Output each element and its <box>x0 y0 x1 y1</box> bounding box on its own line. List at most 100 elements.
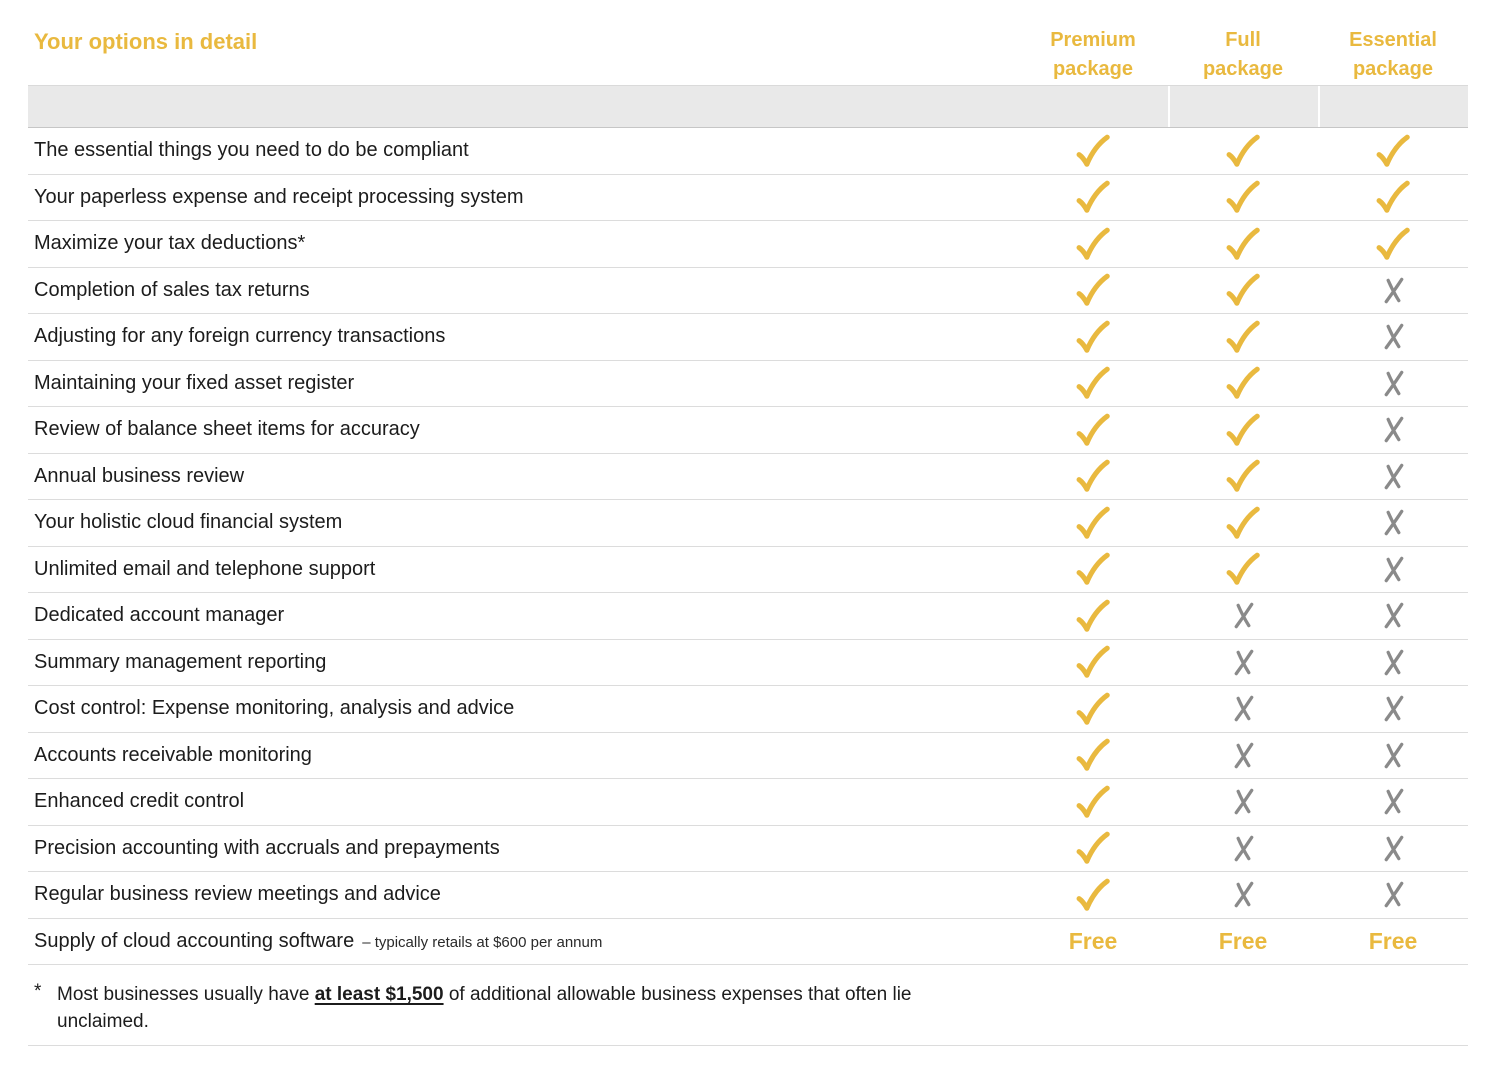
table-row: Adjusting for any foreign currency trans… <box>28 314 1468 361</box>
table-row: The essential things you need to do be c… <box>28 128 1468 175</box>
free-label: Free <box>1218 927 1268 954</box>
feature-label: The essential things you need to do be c… <box>34 139 469 162</box>
table-row: Summary management reporting <box>28 640 1468 686</box>
mark-cell <box>1018 131 1168 171</box>
mark-cell <box>1168 363 1318 403</box>
pricing-table-page: Your options in detail Premium package F… <box>28 0 1468 1046</box>
mark-cell <box>1168 131 1318 171</box>
mark-cell <box>1018 642 1168 682</box>
feature-note: – typically retails at $600 per annum <box>362 933 603 951</box>
mark-cell <box>1018 270 1168 310</box>
table-row: Your holistic cloud financial system <box>28 500 1468 547</box>
feature-label: Supply of cloud accounting software <box>34 929 355 952</box>
feature-label: Your paperless expense and receipt proce… <box>34 185 524 208</box>
table-row: Dedicated account manager <box>28 593 1468 640</box>
column-header-full: Full package <box>1168 26 1318 84</box>
mark-cell <box>1168 832 1318 865</box>
check-icon <box>1076 878 1110 911</box>
header-band-premium-segment <box>1018 86 1168 127</box>
cross-icon <box>1384 509 1403 536</box>
check-icon <box>1076 320 1110 353</box>
cross-icon <box>1384 742 1403 769</box>
mark-cell <box>1018 596 1168 636</box>
check-icon <box>1076 506 1110 539</box>
feature-label: Precision accounting with accruals and p… <box>34 836 500 859</box>
mark-cell <box>1168 878 1318 911</box>
mark-cell <box>1318 320 1468 353</box>
cross-icon <box>1384 416 1403 443</box>
mark-cell <box>1168 785 1318 818</box>
mark-cell <box>1318 878 1468 911</box>
mark-cell <box>1168 456 1318 496</box>
feature-label: Enhanced credit control <box>34 790 245 813</box>
check-icon <box>1376 180 1410 213</box>
check-icon <box>1076 831 1110 864</box>
feature-label: Accounts receivable monitoring <box>34 743 312 766</box>
check-icon <box>1076 785 1110 818</box>
feature-label: Adjusting for any foreign currency trans… <box>34 325 446 348</box>
mark-cell: Free <box>1168 928 1318 955</box>
footnote-text-before: Most businesses usually have <box>57 984 315 1005</box>
check-icon <box>1076 413 1110 446</box>
page-title: Your options in detail <box>34 29 258 54</box>
check-icon <box>1226 366 1260 399</box>
footnote-highlight: at least $1,500 <box>314 984 444 1005</box>
mark-cell <box>1018 782 1168 822</box>
mark-cell <box>1318 553 1468 586</box>
mark-cell <box>1168 270 1318 310</box>
table-row: Annual business review <box>28 454 1468 500</box>
mark-cell <box>1318 832 1468 865</box>
cross-icon <box>1234 649 1253 676</box>
column-header-line2: package <box>1352 58 1434 80</box>
table-row: Maximize your tax deductions* <box>28 221 1468 268</box>
check-icon <box>1076 273 1110 306</box>
check-icon <box>1226 552 1260 585</box>
header-band-full-segment <box>1168 86 1318 127</box>
cross-icon <box>1384 695 1403 722</box>
footnote-marker: * <box>34 981 42 1002</box>
check-icon <box>1076 692 1110 725</box>
mark-cell <box>1318 367 1468 400</box>
mark-cell <box>1168 646 1318 679</box>
check-icon <box>1226 273 1260 306</box>
check-icon <box>1076 459 1110 492</box>
free-label: Free <box>1068 927 1118 954</box>
feature-label: Your holistic cloud financial system <box>34 511 343 534</box>
mark-cell <box>1168 549 1318 589</box>
check-icon <box>1226 227 1260 260</box>
check-icon <box>1376 227 1410 260</box>
cross-icon <box>1384 370 1403 397</box>
check-icon <box>1076 738 1110 771</box>
mark-cell <box>1318 692 1468 725</box>
footnote: * Most businesses usually have at least … <box>28 981 1468 1035</box>
check-icon <box>1076 599 1110 632</box>
cross-icon <box>1384 835 1403 862</box>
feature-label: Annual business review <box>34 464 245 487</box>
feature-label: Review of balance sheet items for accura… <box>34 418 420 441</box>
cross-icon <box>1234 695 1253 722</box>
mark-cell <box>1168 599 1318 632</box>
column-header-line1: Full <box>1225 29 1261 51</box>
mark-cell <box>1018 875 1168 915</box>
mark-cell <box>1168 317 1318 357</box>
mark-cell <box>1018 317 1168 357</box>
cross-icon <box>1234 788 1253 815</box>
mark-cell <box>1318 177 1468 217</box>
mark-cell <box>1318 785 1468 818</box>
check-icon <box>1076 180 1110 213</box>
check-icon <box>1076 645 1110 678</box>
feature-label: Cost control: Expense monitoring, analys… <box>34 697 515 720</box>
column-header-premium: Premium package <box>1018 26 1168 84</box>
header-band <box>28 85 1468 128</box>
check-icon <box>1226 320 1260 353</box>
table-header: Your options in detail Premium package F… <box>28 0 1468 85</box>
cross-icon <box>1384 463 1403 490</box>
feature-label: Unlimited email and telephone support <box>34 557 376 580</box>
column-header-line1: Essential <box>1349 29 1437 51</box>
table-row: Supply of cloud accounting software – typ… <box>28 919 1468 965</box>
mark-cell <box>1318 413 1468 446</box>
check-icon <box>1226 506 1260 539</box>
table-row: Maintaining your fixed asset register <box>28 361 1468 407</box>
table-body: The essential things you need to do be c… <box>28 128 1468 965</box>
mark-cell <box>1318 646 1468 679</box>
